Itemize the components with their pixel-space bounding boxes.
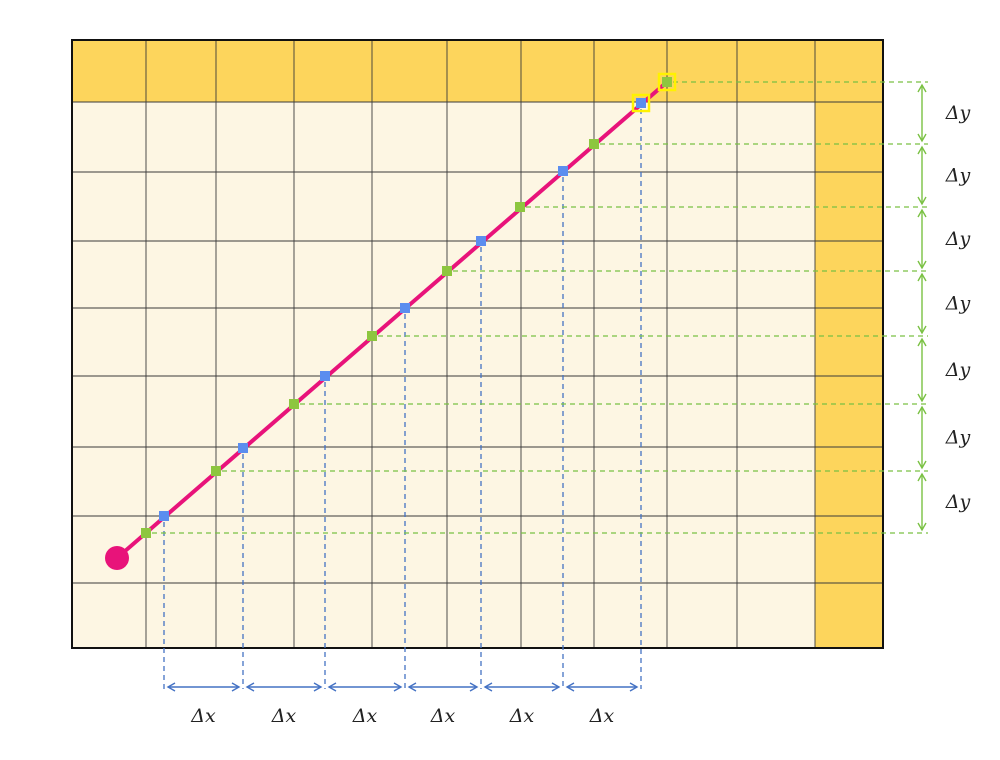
- x-crossing-marker: [320, 371, 330, 381]
- y-crossing-marker: [367, 331, 377, 341]
- delta-x-arrowhead-right: [551, 682, 561, 692]
- delta-y-arrowhead-bottom: [917, 260, 927, 270]
- delta-x-label: Δx: [271, 705, 297, 727]
- delta-x-arrowhead-right: [629, 682, 639, 692]
- delta-y-labels: Δy Δy Δy Δy Δy Δy Δy: [945, 102, 971, 513]
- y-crossing-marker: [515, 202, 525, 212]
- x-crossing-marker: [476, 236, 486, 246]
- delta-y-arrowhead-top: [917, 83, 927, 93]
- grid-border: [71, 39, 884, 649]
- y-crossing-marker: [442, 266, 452, 276]
- x-crossing-marker: [636, 98, 646, 108]
- y-crossing-marker: [589, 139, 599, 149]
- crossing-markers: [141, 72, 677, 538]
- delta-x-label: Δx: [509, 705, 535, 727]
- delta-y-label: Δy: [945, 293, 971, 315]
- delta-x-label: Δx: [190, 705, 216, 727]
- delta-x-arrowhead-left: [565, 682, 575, 692]
- highlight-outline: [657, 72, 677, 92]
- highlight-outline: [631, 93, 651, 113]
- y-crossing-marker: [141, 528, 151, 538]
- grid-area: [72, 40, 883, 648]
- delta-y-arrowhead-bottom: [917, 196, 927, 206]
- delta-y-label: Δy: [945, 359, 971, 381]
- delta-x-arrowhead-left: [483, 682, 493, 692]
- grid-background: [72, 40, 883, 648]
- x-crossing-marker: [558, 166, 568, 176]
- delta-y-arrowhead-bottom: [917, 522, 927, 532]
- delta-x-arrowhead-left: [245, 682, 255, 692]
- delta-y-arrowhead-bottom: [917, 460, 927, 470]
- delta-x-label: Δx: [352, 705, 378, 727]
- delta-y-arrowhead-bottom: [917, 393, 927, 403]
- delta-y-arrowhead-top: [917, 208, 927, 218]
- delta-x-guides: [163, 109, 642, 692]
- delta-y-label: Δy: [945, 165, 971, 187]
- x-crossing-marker: [238, 443, 248, 453]
- delta-y-arrowhead-top: [917, 472, 927, 482]
- delta-y-arrowhead-top: [917, 405, 927, 415]
- ray-segment: [105, 80, 669, 570]
- y-crossing-marker: [211, 466, 221, 476]
- y-crossing-marker: [289, 399, 299, 409]
- delta-y-guides: [152, 81, 928, 534]
- x-crossing-marker: [400, 303, 410, 313]
- delta-x-arrowhead-left: [407, 682, 417, 692]
- top-band: [72, 40, 883, 102]
- delta-x-arrowhead-right: [393, 682, 403, 692]
- delta-x-arrowhead-right: [231, 682, 241, 692]
- delta-y-arrowhead-top: [917, 272, 927, 282]
- delta-x-arrowhead-right: [313, 682, 323, 692]
- delta-x-label: Δx: [430, 705, 456, 727]
- delta-x-arrowhead-left: [166, 682, 176, 692]
- delta-x-arrowhead-right: [469, 682, 479, 692]
- ray-start-point: [105, 546, 129, 570]
- x-crossing-marker: [159, 511, 169, 521]
- delta-y-arrowhead-top: [917, 337, 927, 347]
- delta-x-arrowhead-left: [327, 682, 337, 692]
- ray-line: [115, 80, 669, 560]
- right-band: [815, 102, 883, 648]
- delta-y-label: Δy: [945, 102, 971, 124]
- delta-y-arrowhead-bottom: [917, 325, 927, 335]
- delta-y-label: Δy: [945, 228, 971, 250]
- delta-y-label: Δy: [945, 491, 971, 513]
- delta-y-arrowhead-top: [917, 145, 927, 155]
- delta-y-label: Δy: [945, 427, 971, 449]
- y-crossing-marker: [662, 77, 672, 87]
- delta-y-arrowhead-bottom: [917, 133, 927, 143]
- delta-x-label: Δx: [589, 705, 615, 727]
- delta-x-labels: Δx Δx Δx Δx Δx Δx: [190, 705, 614, 727]
